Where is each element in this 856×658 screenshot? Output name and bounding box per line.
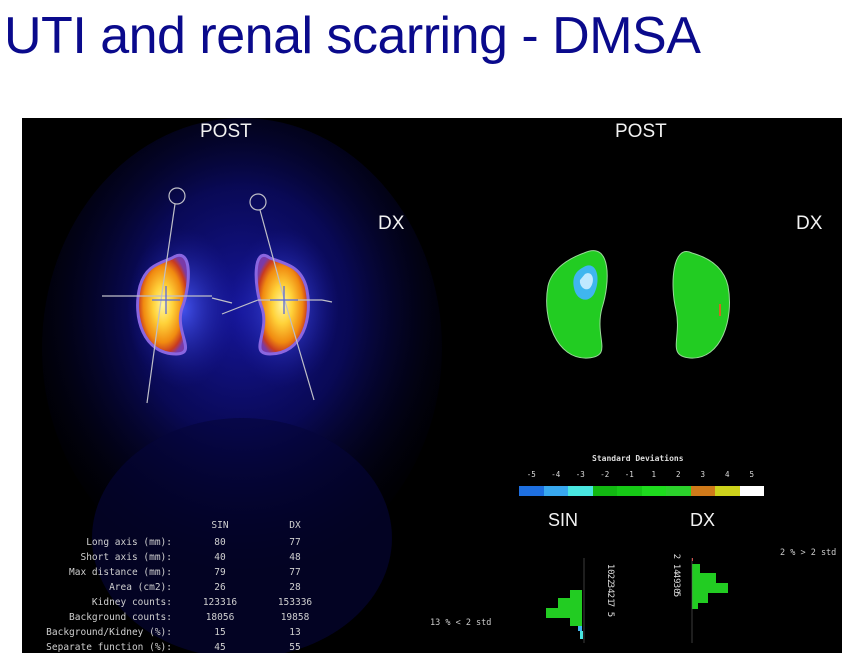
stat-dx: 48 [289, 552, 301, 563]
slide-title: UTI and renal scarring - DMSA [4, 7, 701, 65]
right-dx-label: DX [796, 213, 823, 234]
sd-legend-swatch [617, 486, 642, 496]
sd-legend-swatch [543, 486, 568, 496]
stat-sin: 45 [214, 642, 226, 653]
stat-dx: 19858 [280, 612, 310, 623]
stat-sin: 79 [214, 567, 226, 578]
sd-legend-tick: 5 [749, 470, 754, 479]
dmsa-scan-panel: POST DX POST DX SIN DX Long axis (mm): 80 7… [22, 118, 842, 653]
sd-legend-swatch [715, 486, 740, 496]
stat-sin: 18056 [205, 612, 235, 623]
col-header-dx: DX [289, 520, 301, 531]
sd-legend-swatch [690, 486, 715, 496]
hist-dx-counts: 2 14 49 30 5 [668, 554, 688, 604]
sd-legend-swatch [739, 486, 764, 496]
sd-legend-tick: 1 [651, 470, 656, 479]
left-post-label: POST [200, 121, 252, 142]
sd-legend-tick: -3 [575, 470, 585, 479]
stat-label: Separate function (%): [46, 642, 172, 653]
stat-label: Kidney counts: [91, 597, 172, 608]
sd-legend-tick: 4 [724, 470, 730, 479]
sd-legend-tick: -4 [551, 470, 561, 479]
hist-count: 5 [670, 591, 681, 598]
stat-dx: 77 [289, 567, 301, 578]
stat-dx: 28 [289, 582, 301, 593]
sd-legend-swatch [592, 486, 617, 496]
hist-sin-note: 13 % < 2 std [430, 618, 492, 628]
stat-label: Background counts: [69, 612, 172, 623]
stat-dx: 77 [289, 537, 301, 548]
sd-legend-tick: 3 [700, 470, 705, 479]
stat-sin: 123316 [202, 597, 238, 608]
sd-legend-tick: 2 [675, 470, 681, 479]
sd-legend-swatch [519, 486, 544, 496]
hist-sin-counts: 10 22 34 21 7 5 [602, 564, 622, 623]
stat-sin: 40 [214, 552, 226, 563]
stat-label: Long axis (mm): [86, 537, 172, 548]
stat-dx: 153336 [277, 597, 313, 608]
sd-legend-tick: -2 [600, 470, 610, 479]
sd-legend-tick: -5 [526, 470, 536, 479]
stat-dx: 13 [289, 627, 301, 638]
sd-legend-swatch [568, 486, 593, 496]
kidney-stats-table: SIN DX Long axis (mm): 80 77 Short axis (mm… [22, 518, 342, 653]
stat-sin: 80 [214, 537, 226, 548]
sd-legend-tick: -1 [624, 470, 634, 479]
hist-sin-label: SIN [548, 510, 579, 530]
stat-label: Background/Kidney (%): [46, 627, 172, 638]
stat-label: Short axis (mm): [80, 552, 172, 563]
sd-legend-title: Standard Deviations [592, 454, 684, 463]
stat-label: Area (cm2): [109, 582, 172, 593]
hist-dx-note: 2 % > 2 std [780, 548, 837, 558]
sd-legend-colorbar [519, 486, 764, 496]
hist-count: 5 [604, 611, 615, 617]
sd-legend-swatch [641, 486, 666, 496]
right-post-label: POST [615, 121, 667, 142]
hist-dx-label: DX [690, 510, 716, 530]
scintigraphy-image [42, 118, 730, 653]
stat-sin: 26 [214, 582, 226, 593]
left-dx-label: DX [378, 213, 405, 234]
stat-label: Max distance (mm): [69, 567, 172, 578]
stat-dx: 55 [289, 642, 301, 653]
sd-legend-ticks: -5 -4 -3 -2 -1 1 2 3 4 5 [519, 470, 764, 482]
stat-sin: 15 [214, 627, 226, 638]
sd-legend-swatch [666, 486, 691, 496]
col-header-sin: SIN [211, 520, 229, 531]
